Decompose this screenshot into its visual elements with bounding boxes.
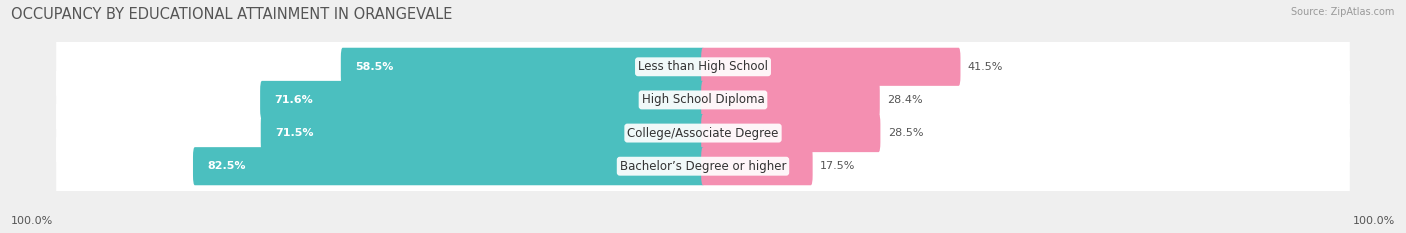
FancyBboxPatch shape xyxy=(702,81,880,119)
Text: 100.0%: 100.0% xyxy=(11,216,53,226)
Text: 71.6%: 71.6% xyxy=(274,95,314,105)
Text: 28.4%: 28.4% xyxy=(887,95,922,105)
FancyBboxPatch shape xyxy=(56,137,1350,195)
Text: 58.5%: 58.5% xyxy=(354,62,394,72)
Text: College/Associate Degree: College/Associate Degree xyxy=(627,127,779,140)
Text: OCCUPANCY BY EDUCATIONAL ATTAINMENT IN ORANGEVALE: OCCUPANCY BY EDUCATIONAL ATTAINMENT IN O… xyxy=(11,7,453,22)
Text: Bachelor’s Degree or higher: Bachelor’s Degree or higher xyxy=(620,160,786,173)
FancyBboxPatch shape xyxy=(56,71,1350,129)
Text: Less than High School: Less than High School xyxy=(638,60,768,73)
Text: 82.5%: 82.5% xyxy=(207,161,246,171)
Text: 17.5%: 17.5% xyxy=(820,161,855,171)
FancyBboxPatch shape xyxy=(193,147,704,185)
FancyBboxPatch shape xyxy=(56,104,1350,162)
Text: 71.5%: 71.5% xyxy=(276,128,314,138)
FancyBboxPatch shape xyxy=(702,48,960,86)
FancyBboxPatch shape xyxy=(702,147,813,185)
FancyBboxPatch shape xyxy=(260,81,704,119)
FancyBboxPatch shape xyxy=(56,38,1350,96)
FancyBboxPatch shape xyxy=(260,114,704,152)
Text: 100.0%: 100.0% xyxy=(1353,216,1395,226)
Text: Source: ZipAtlas.com: Source: ZipAtlas.com xyxy=(1291,7,1395,17)
Text: 41.5%: 41.5% xyxy=(967,62,1004,72)
Text: 28.5%: 28.5% xyxy=(887,128,924,138)
FancyBboxPatch shape xyxy=(702,114,880,152)
Text: High School Diploma: High School Diploma xyxy=(641,93,765,106)
FancyBboxPatch shape xyxy=(340,48,704,86)
